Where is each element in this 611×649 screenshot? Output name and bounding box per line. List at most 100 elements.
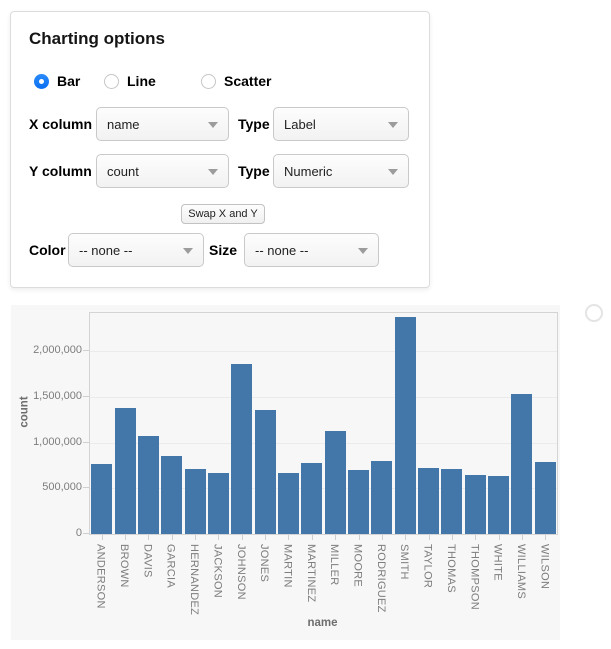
chevron-down-icon <box>208 169 218 175</box>
color-select[interactable]: -- none -- <box>68 233 204 267</box>
radio-button-scatter[interactable] <box>201 73 216 89</box>
bar <box>488 476 510 534</box>
y-column-select[interactable]: count <box>96 154 229 188</box>
x-tick <box>358 535 360 540</box>
x-tick-label: JACKSON <box>211 544 224 599</box>
x-type-select[interactable]: Label <box>273 107 409 141</box>
gridline <box>90 397 557 399</box>
x-tick-label: THOMPSON <box>468 544 481 610</box>
x-tick <box>195 535 197 540</box>
x-tick <box>171 535 173 540</box>
bar <box>418 468 440 534</box>
chevron-down-icon <box>388 169 398 175</box>
gridline <box>90 351 557 353</box>
x-tick <box>475 535 477 540</box>
bar <box>114 408 136 534</box>
chart-widget: count name 0 500,000 1,000,000 1,500,000 2,0… <box>11 305 560 640</box>
x-tick <box>101 535 103 540</box>
x-tick <box>428 535 430 540</box>
x-tick-label: MARTIN <box>281 544 294 588</box>
size-value: -- none -- <box>255 242 309 258</box>
x-tick <box>451 535 453 540</box>
x-tick-label: WILLIAMS <box>514 544 527 599</box>
x-tick <box>218 535 220 540</box>
bar <box>207 473 229 534</box>
bar <box>324 431 346 534</box>
x-tick <box>288 535 290 540</box>
bar <box>91 464 113 534</box>
x-type-label: Type <box>238 116 270 132</box>
x-tick-label: JOHNSON <box>234 544 247 600</box>
x-tick-label: MILLER <box>328 544 341 586</box>
plot-area <box>89 312 558 535</box>
x-tick <box>521 535 523 540</box>
y-tick-label: 1,500,000 <box>33 390 82 403</box>
bar <box>464 475 486 534</box>
x-tick <box>498 535 500 540</box>
y-tick-label: 1,000,000 <box>33 435 82 448</box>
y-column-value: count <box>107 163 139 179</box>
radio-button-line[interactable] <box>104 73 119 89</box>
x-tick-label: WHITE <box>491 544 504 581</box>
y-tick <box>83 350 89 352</box>
x-axis-title: name <box>307 617 338 629</box>
x-tick-label: TAYLOR <box>421 544 434 589</box>
x-tick-label: RODRIGUEZ <box>374 544 387 613</box>
y-column-label: Y column <box>29 163 92 179</box>
y-tick-label: 2,000,000 <box>33 344 82 357</box>
panel-title: Charting options <box>29 29 165 48</box>
chart-type-bar[interactable]: Bar <box>34 72 80 90</box>
chart-type-line[interactable]: Line <box>104 72 156 90</box>
radio-label-bar[interactable]: Bar <box>57 73 81 89</box>
x-type-value: Label <box>284 116 316 132</box>
size-select[interactable]: -- none -- <box>244 233 379 267</box>
y-type-value: Numeric <box>284 163 333 179</box>
y-tick <box>83 396 89 398</box>
bar <box>231 364 253 534</box>
chevron-down-icon <box>183 248 193 254</box>
y-tick <box>83 487 89 489</box>
x-column-value: name <box>107 116 140 132</box>
x-tick <box>381 535 383 540</box>
bar <box>534 462 556 534</box>
bar <box>371 461 393 534</box>
bar <box>277 473 299 534</box>
x-tick-label: HERNANDEZ <box>188 544 201 616</box>
x-tick <box>265 535 267 540</box>
color-value: -- none -- <box>79 242 133 258</box>
swap-x-y-button[interactable]: Swap X and Y <box>181 204 265 224</box>
x-tick <box>335 535 337 540</box>
gridline <box>90 442 557 444</box>
bar <box>137 436 159 534</box>
x-tick-label: JONES <box>258 544 271 583</box>
chart-type-scatter[interactable]: Scatter <box>201 72 271 90</box>
x-tick-label: DAVIS <box>141 544 154 578</box>
y-tick-label: 0 <box>75 527 82 539</box>
y-type-label: Type <box>238 163 270 179</box>
x-tick-label: BROWN <box>118 544 131 588</box>
bar <box>184 469 206 534</box>
y-type-select[interactable]: Numeric <box>273 154 409 188</box>
x-tick <box>311 535 313 540</box>
color-label: Color <box>29 242 66 258</box>
bar <box>254 410 276 534</box>
x-tick <box>148 535 150 540</box>
radio-label-scatter[interactable]: Scatter <box>224 73 272 89</box>
x-tick-label: MOORE <box>351 544 364 588</box>
x-tick <box>545 535 547 540</box>
bar <box>301 463 323 534</box>
size-label: Size <box>209 242 238 258</box>
y-tick <box>83 441 89 443</box>
x-column-label: X column <box>29 116 93 132</box>
bar <box>348 470 370 534</box>
radio-button-bar[interactable] <box>34 73 49 89</box>
bar <box>161 456 183 534</box>
x-tick-label: GARCIA <box>164 544 177 588</box>
y-tick-label: 500,000 <box>42 481 82 494</box>
x-column-select[interactable]: name <box>96 107 229 141</box>
x-tick-label: SMITH <box>398 544 411 580</box>
bar <box>511 394 533 534</box>
radio-label-line[interactable]: Line <box>127 73 156 89</box>
chevron-down-icon <box>388 122 398 128</box>
chevron-down-icon <box>358 248 368 254</box>
